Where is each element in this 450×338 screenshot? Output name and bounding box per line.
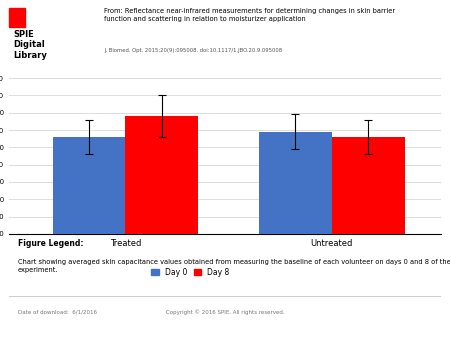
Text: Copyright © 2016 SPIE. All rights reserved.: Copyright © 2016 SPIE. All rights reserv… — [166, 309, 284, 315]
Text: Date of download:  6/1/2016: Date of download: 6/1/2016 — [18, 309, 97, 314]
Bar — [332, 137, 405, 234]
Legend: Day 0, Day 8: Day 0, Day 8 — [148, 265, 233, 280]
Text: Figure Legend:: Figure Legend: — [18, 239, 83, 248]
Text: J. Biomed. Opt. 2015;20(9):095008. doi:10.1117/1.JBO.20.9.095008: J. Biomed. Opt. 2015;20(9):095008. doi:1… — [104, 48, 282, 53]
Bar — [9, 8, 25, 27]
Text: From: Reflectance near-infrared measurements for determining changes in skin bar: From: Reflectance near-infrared measurem… — [104, 8, 395, 22]
Bar — [53, 137, 126, 234]
Bar — [126, 116, 198, 234]
Text: SPIE
Digital
Library: SPIE Digital Library — [14, 30, 47, 60]
Text: Chart showing averaged skin capacitance values obtained from measuring the basel: Chart showing averaged skin capacitance … — [18, 259, 450, 272]
Bar — [259, 132, 332, 234]
